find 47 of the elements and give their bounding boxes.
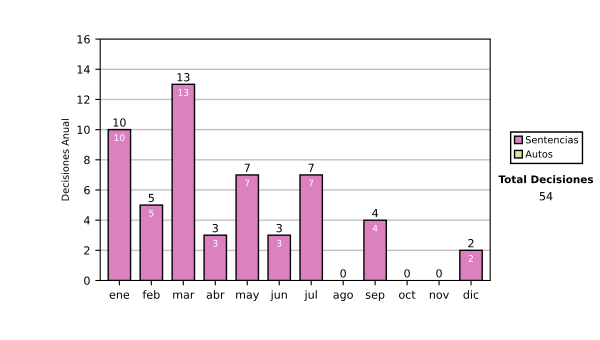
x-tick-label: ene: [110, 292, 130, 299]
data-label: 4: [372, 224, 378, 232]
total-label: 2: [468, 239, 474, 248]
data-label: 2: [468, 255, 473, 262]
y-tick-label: 16: [78, 35, 90, 44]
y-tick-label: 10: [78, 126, 90, 134]
total-label: 0: [340, 269, 346, 278]
y-tick-label: 6: [84, 186, 90, 194]
total-label: 0: [404, 269, 410, 278]
x-tick-label: mar: [173, 292, 194, 299]
total-label: 5: [148, 194, 154, 202]
y-tick-label: 4: [84, 216, 90, 224]
data-label: 3: [213, 240, 218, 247]
x-tick-label: may: [236, 292, 260, 301]
data-label: 3: [277, 240, 282, 247]
x-tick-label: sep: [366, 292, 384, 301]
total-label: 7: [244, 164, 250, 172]
total-label: 4: [372, 208, 378, 218]
data-label: 7: [309, 180, 314, 186]
x-tick-label: abr: [206, 290, 224, 299]
legend-label: Sentencias: [526, 136, 578, 144]
y-tick-label: 0: [84, 276, 90, 285]
y-tick-label: 12: [78, 95, 90, 104]
x-tick-label: jun: [270, 290, 287, 301]
y-tick-label: 14: [78, 65, 90, 74]
total-label: 7: [308, 164, 314, 172]
x-tick-label: oct: [399, 290, 416, 299]
y-tick-label: 2: [84, 246, 90, 255]
total-label: 10: [114, 118, 126, 127]
total-label: 3: [276, 224, 282, 232]
y-axis-title: Decisiones Anual: [61, 119, 69, 200]
text: 54: [540, 192, 552, 200]
text: Total Decisiones: [498, 175, 594, 184]
data-label: 13: [178, 89, 188, 96]
x-tick-label: dic: [464, 290, 478, 299]
data-label: 7: [245, 180, 250, 186]
y-tick-label: 8: [84, 156, 90, 164]
x-tick-label: ago: [333, 292, 353, 301]
total-label: 0: [436, 269, 442, 278]
data-label: 5: [149, 210, 154, 217]
total-label: 3: [212, 224, 218, 232]
legend-label: Autos: [525, 150, 552, 158]
total-label: 13: [177, 73, 190, 82]
x-tick-label: jul: [304, 290, 317, 301]
data-label: 10: [114, 134, 125, 142]
x-tick-label: nov: [430, 292, 449, 299]
x-tick-label: feb: [142, 290, 160, 299]
